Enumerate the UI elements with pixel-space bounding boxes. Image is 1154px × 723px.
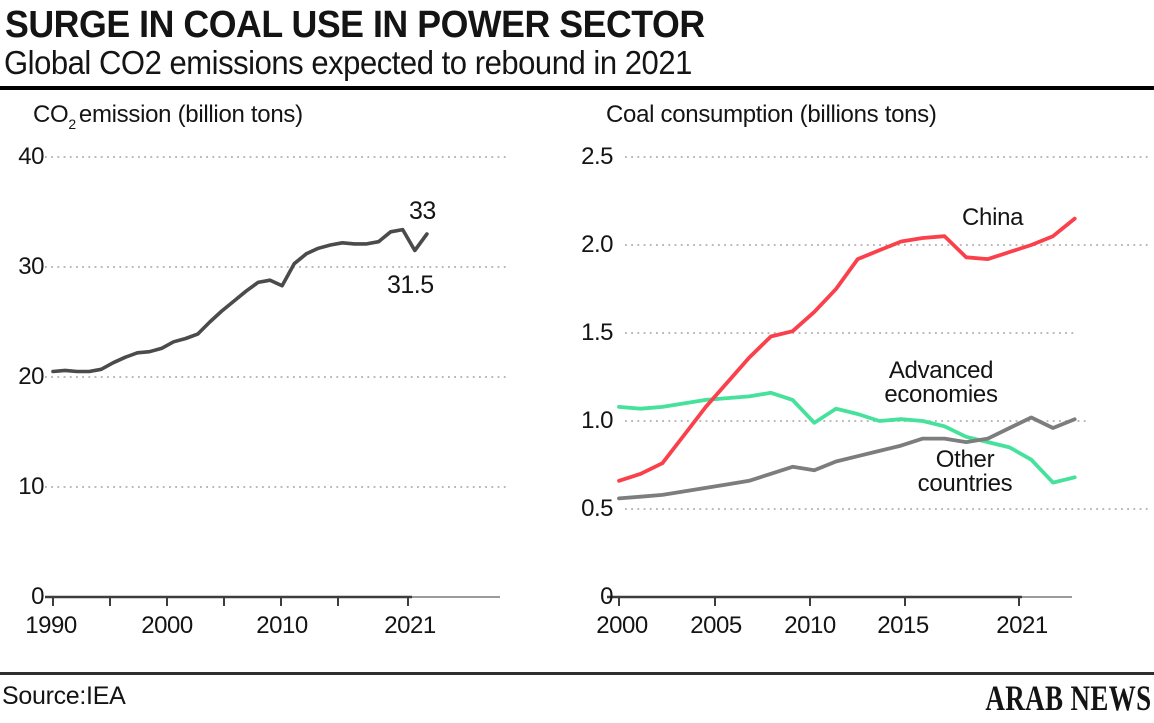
global-co2-emissions-line xyxy=(51,227,429,374)
china-line xyxy=(617,216,1077,483)
y-axis-tick-label: 10 xyxy=(18,473,44,500)
y-axis-tick-label: 20 xyxy=(18,363,44,390)
x-axis-tick-label: 2021 xyxy=(384,612,436,639)
y-axis-tick-label: 1.5 xyxy=(581,319,613,346)
footer-divider xyxy=(0,672,1154,675)
y-axis-tick-label: 0.5 xyxy=(581,495,613,522)
y-axis-tick-label: 30 xyxy=(18,253,44,280)
left-chart-title-prefix: CO xyxy=(33,101,69,128)
header-divider xyxy=(0,86,1154,90)
y-axis-tick-label: 2.0 xyxy=(581,231,613,258)
x-axis-tick-label: 2010 xyxy=(784,612,836,639)
y-axis-tick-label: 40 xyxy=(18,143,44,170)
annotation-2020-value: 31.5 xyxy=(387,271,434,299)
series-label-other-countries: Other countries xyxy=(917,446,1013,497)
left-chart-title: CO2 emission (billion tons) xyxy=(33,101,303,132)
x-axis-tick-label: 2000 xyxy=(141,612,193,639)
page-subtitle: Global CO2 emissions expected to rebound… xyxy=(4,44,692,81)
arab-news-logo: ARAB NEWS xyxy=(985,678,1152,718)
x-axis-tick-label: 2005 xyxy=(690,612,742,639)
series-label-advanced-economies: Advanced economies xyxy=(884,357,998,408)
left-chart-title-rest: emission (billion tons) xyxy=(78,101,303,128)
y-axis-tick-label: 0 xyxy=(600,583,613,610)
x-axis-tick-label: 2010 xyxy=(256,612,308,639)
annotation-2021-value: 33 xyxy=(409,197,436,225)
x-axis-tick-label: 1990 xyxy=(25,612,77,639)
y-axis-tick-label: 1.0 xyxy=(581,407,613,434)
series-label-china: China xyxy=(962,204,1024,231)
left-chart-title-subscript: 2 xyxy=(68,116,76,132)
x-axis-tick-label: 2000 xyxy=(596,612,648,639)
page-title: SURGE IN COAL USE IN POWER SECTOR xyxy=(5,4,705,46)
source-label: Source:IEA xyxy=(2,682,126,710)
y-axis-tick-label: 0 xyxy=(31,583,44,610)
x-axis-tick-label: 2021 xyxy=(996,612,1048,639)
right-chart-title: Coal consumption (billions tons) xyxy=(606,101,937,128)
y-axis-tick-label: 2.5 xyxy=(581,143,613,170)
x-axis-tick-label: 2015 xyxy=(877,612,929,639)
